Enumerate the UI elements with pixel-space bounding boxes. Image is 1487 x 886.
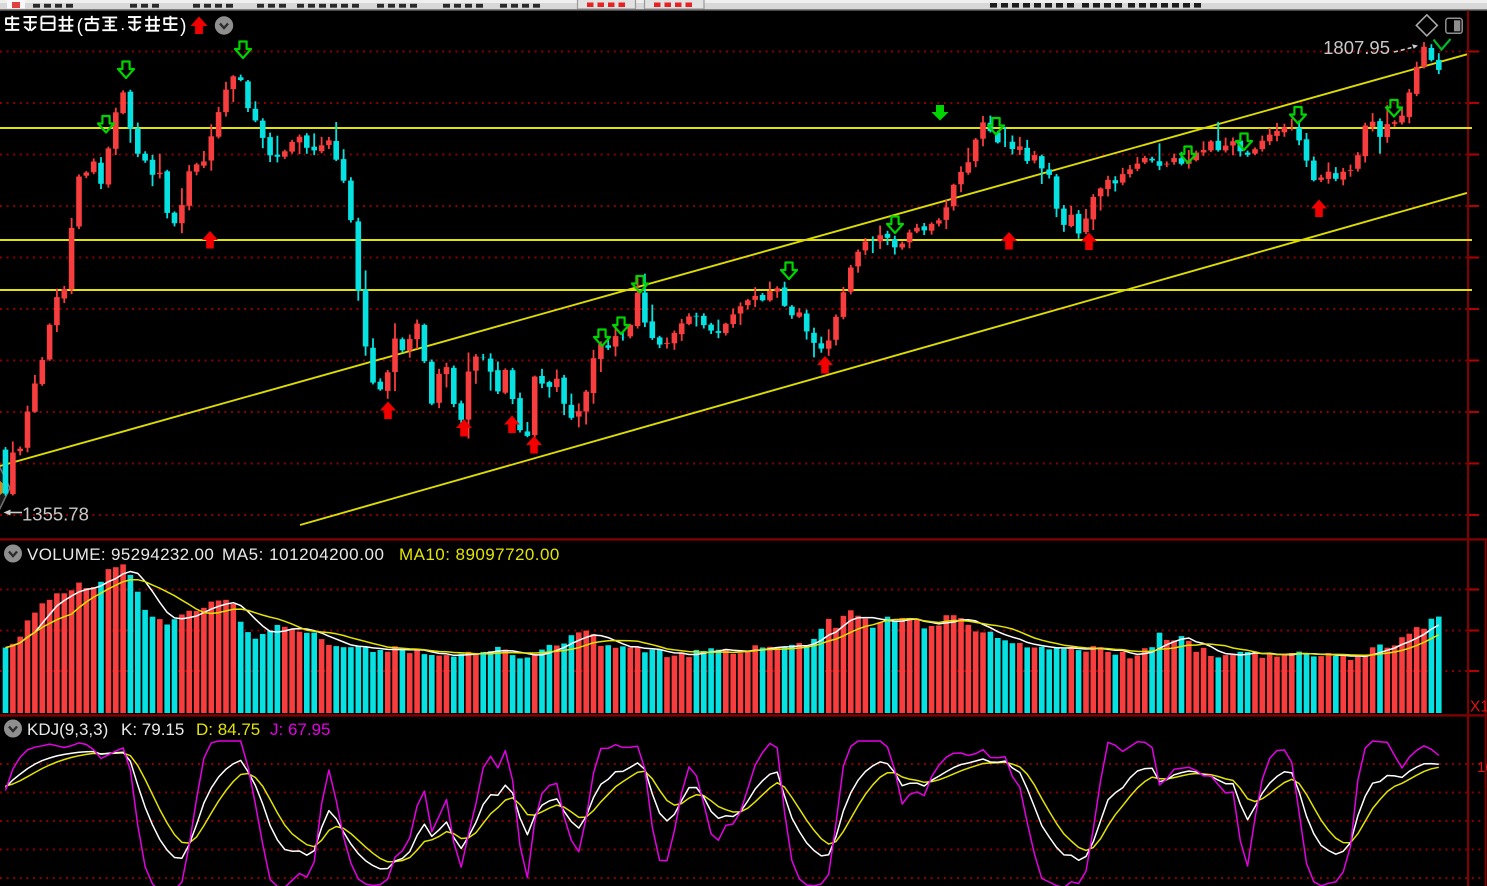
svg-text:10: 10 [1477, 759, 1487, 776]
svg-text:MA10: 89097720.00: MA10: 89097720.00 [399, 545, 560, 564]
svg-text:D: 84.75: D: 84.75 [196, 720, 260, 739]
svg-text:): ) [180, 16, 186, 37]
svg-text:(: ( [77, 16, 84, 37]
svg-text:KDJ(9,3,3): KDJ(9,3,3) [27, 720, 108, 739]
svg-text:J: 67.95: J: 67.95 [270, 720, 331, 739]
svg-text:K: 79.15: K: 79.15 [121, 720, 184, 739]
svg-text:1355.78: 1355.78 [22, 504, 89, 525]
svg-text:X10: X10 [1470, 699, 1487, 716]
svg-text:VOLUME: 95294232.00: VOLUME: 95294232.00 [27, 545, 214, 564]
svg-text:MA5: 101204200.00: MA5: 101204200.00 [222, 545, 384, 564]
svg-text:.: . [120, 15, 125, 34]
svg-text:1807.95: 1807.95 [1323, 37, 1390, 58]
